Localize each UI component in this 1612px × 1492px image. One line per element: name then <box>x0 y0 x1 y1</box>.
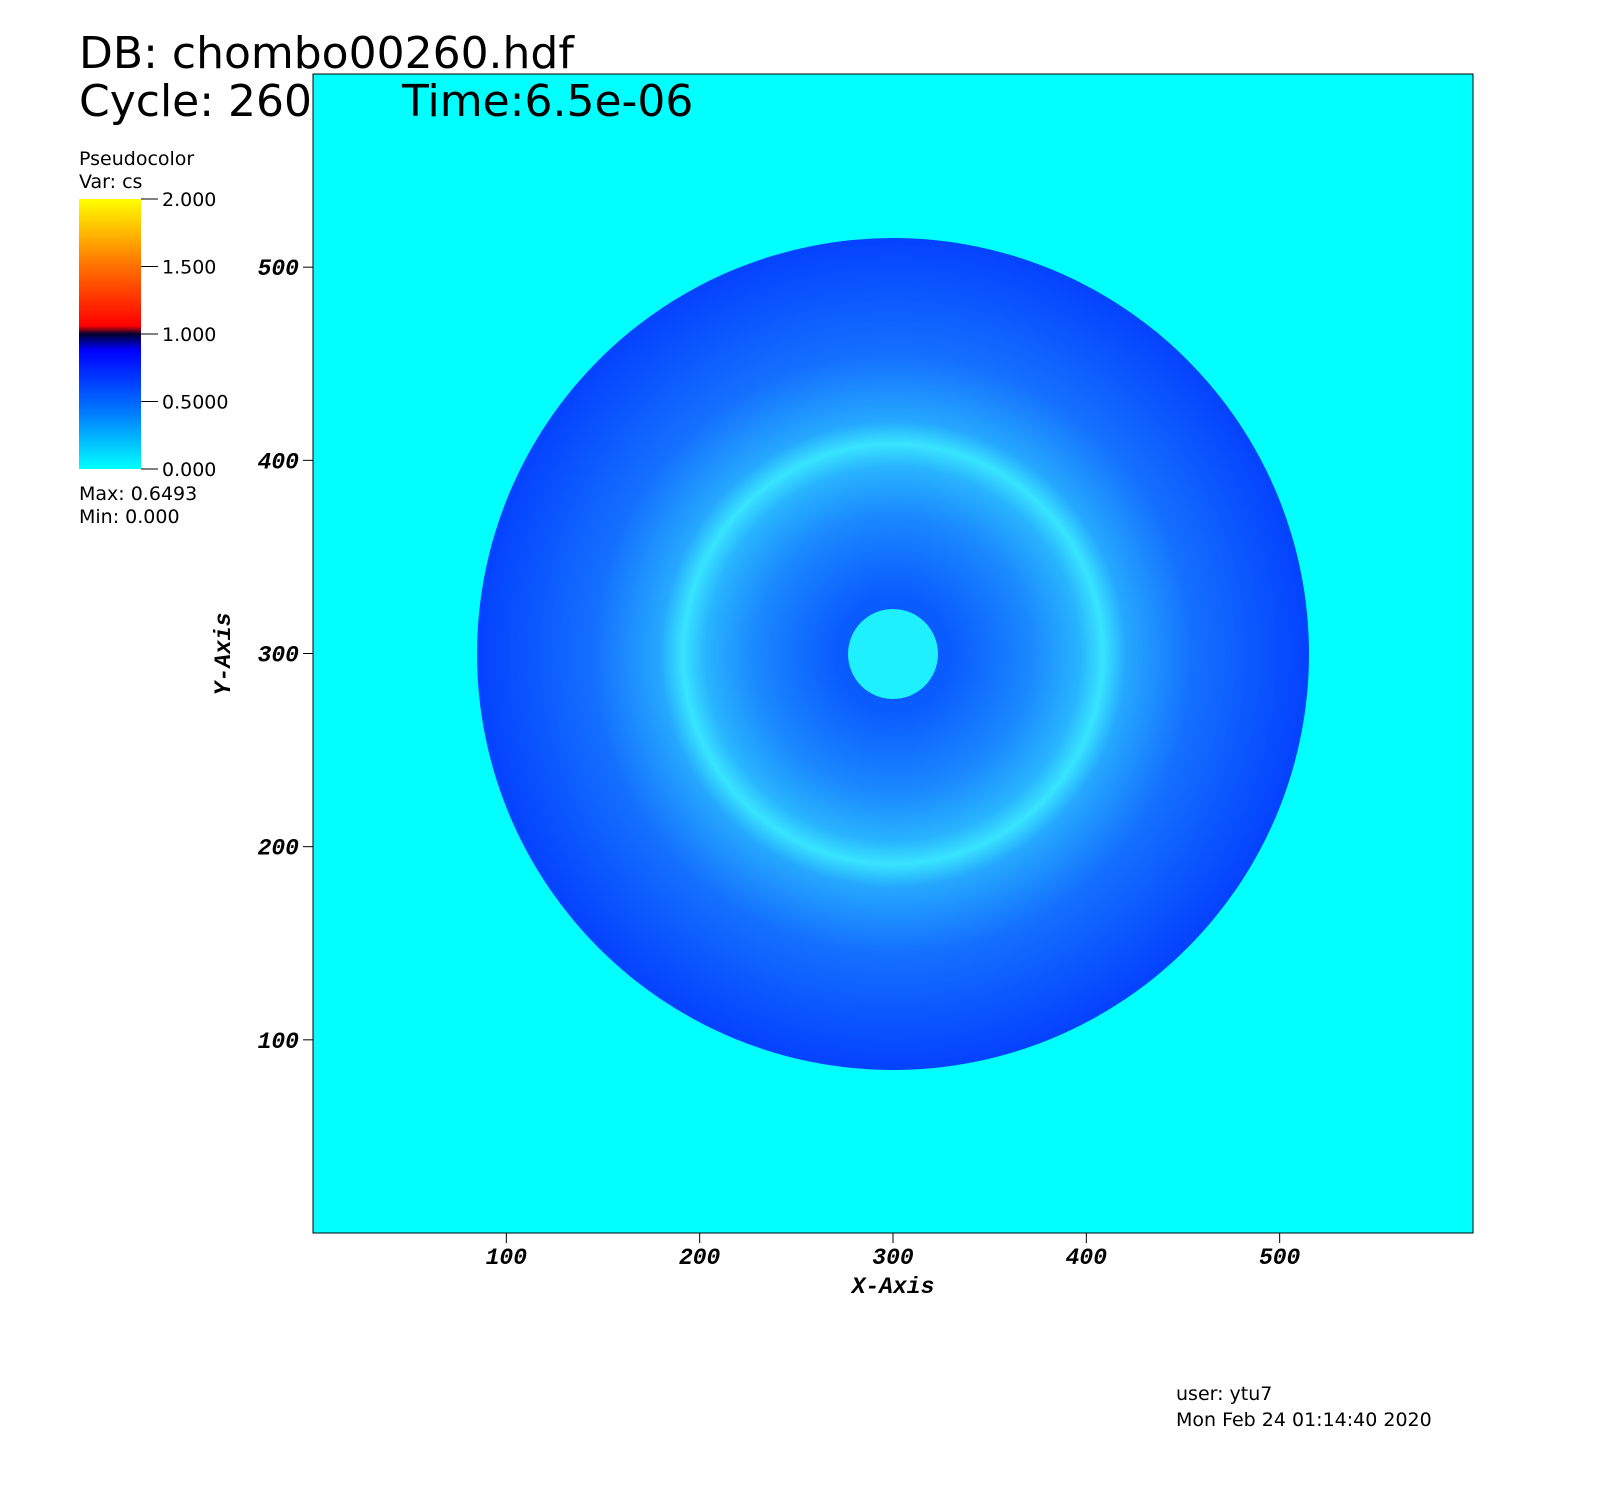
x-tick-label: 100 <box>486 1245 528 1271</box>
user-label: user: ytu7 <box>1176 1383 1272 1405</box>
colorbar-tick-label: 2.000 <box>162 189 216 211</box>
colorbar-tick-label: 0.5000 <box>162 392 228 414</box>
legend-variable: Var: cs <box>79 171 142 193</box>
x-tick-label: 200 <box>679 1245 721 1271</box>
x-tick-label: 500 <box>1259 1245 1301 1271</box>
colorbar-tick-label: 1.000 <box>162 324 216 346</box>
y-tick-label: 400 <box>258 449 300 475</box>
field-core <box>848 609 938 699</box>
y-tick-label: 500 <box>258 256 300 282</box>
colorbar-tick-label: 0.000 <box>162 459 216 481</box>
y-tick-label: 100 <box>258 1029 300 1055</box>
db-label: DB: chombo00260.hdf <box>79 28 575 79</box>
legend-min: Min: 0.000 <box>79 506 180 528</box>
y-tick-label: 300 <box>258 643 300 669</box>
legend-title: Pseudocolor <box>79 148 194 170</box>
date-label: Mon Feb 24 01:14:40 2020 <box>1176 1409 1432 1431</box>
time-label: Time:6.5e-06 <box>401 76 693 127</box>
colorbar <box>79 199 141 469</box>
cycle-label: Cycle: 260 <box>79 76 312 127</box>
colorbar-tick-label: 1.500 <box>162 257 216 279</box>
legend-max: Max: 0.6493 <box>79 483 197 505</box>
x-axis-title: X-Axis <box>850 1274 935 1300</box>
x-tick-label: 300 <box>872 1245 914 1271</box>
y-axis-title: Y-Axis <box>211 613 237 696</box>
x-tick-label: 400 <box>1066 1245 1108 1271</box>
y-tick-label: 200 <box>258 836 300 862</box>
